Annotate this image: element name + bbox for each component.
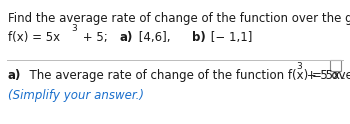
Text: + 5;: + 5;	[79, 31, 108, 44]
Text: 3: 3	[71, 24, 77, 33]
Text: Find the average rate of change of the function over the given intervals.: Find the average rate of change of the f…	[8, 12, 350, 25]
Text: (Simplify your answer.): (Simplify your answer.)	[8, 89, 144, 102]
Text: 3: 3	[296, 62, 302, 71]
Text: b): b)	[192, 31, 206, 44]
Text: a): a)	[120, 31, 133, 44]
Text: [− 1,1]: [− 1,1]	[207, 31, 252, 44]
Text: .: .	[342, 69, 346, 82]
Text: + 5 over the interval [4,6] is: + 5 over the interval [4,6] is	[303, 69, 350, 82]
Text: [4,6],: [4,6],	[135, 31, 170, 44]
Text: f(x) = 5x: f(x) = 5x	[8, 31, 60, 44]
FancyBboxPatch shape	[330, 60, 341, 71]
Text: a): a)	[8, 69, 21, 82]
Text: The average rate of change of the function f(x) = 5x: The average rate of change of the functi…	[22, 69, 340, 82]
